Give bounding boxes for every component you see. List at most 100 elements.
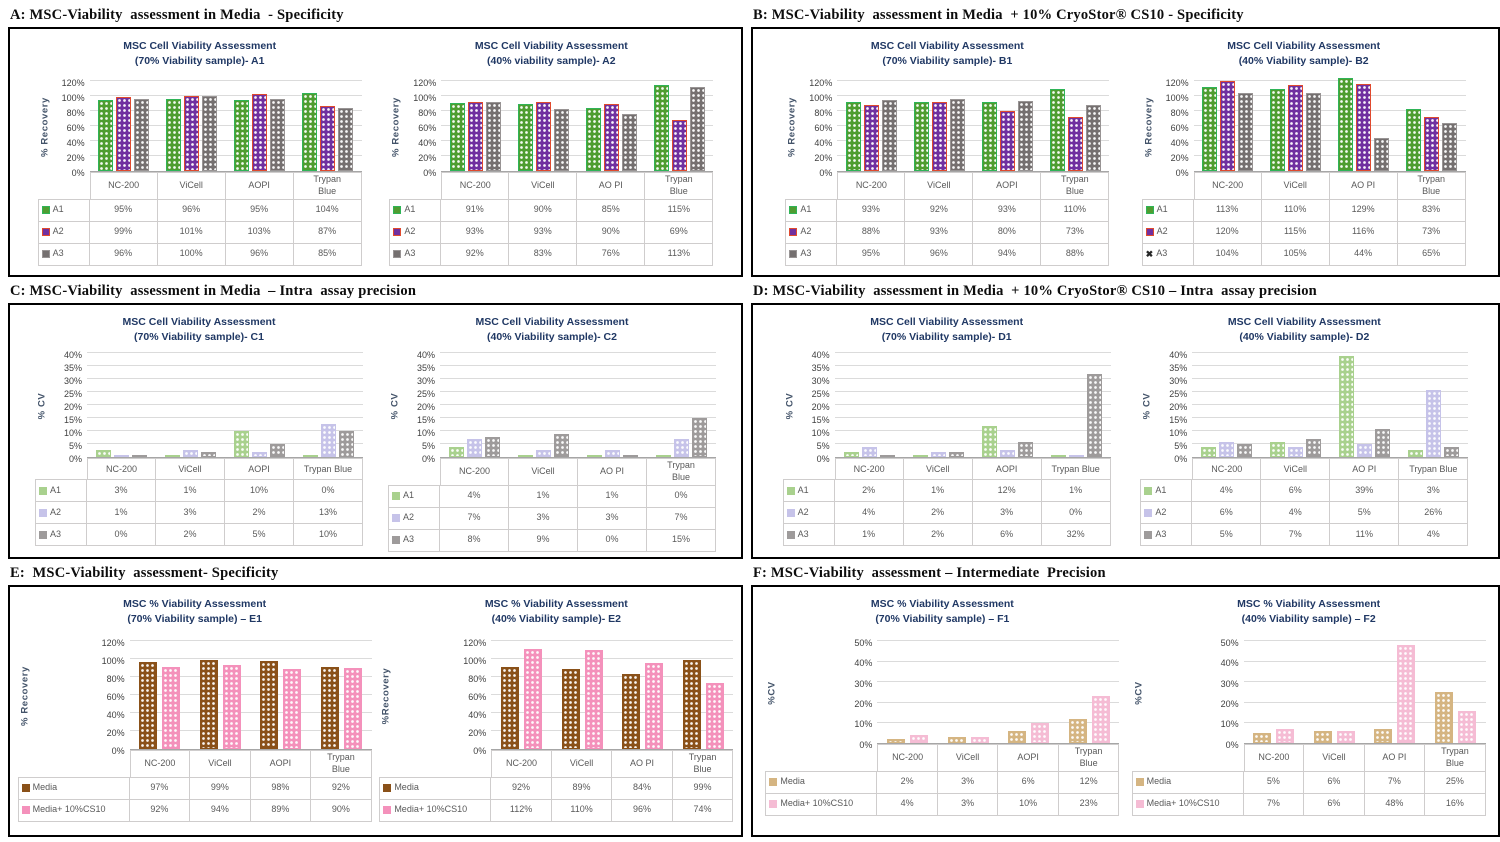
y-axis-tick-label: 35% [63, 362, 82, 373]
y-axis-tick-label: 40% [63, 349, 82, 360]
y-axis-tick-label: 10% [1220, 719, 1239, 730]
legend-cell: A3 [782, 524, 835, 547]
chart-title: MSC Cell Viability Assessment (70% Viabi… [870, 316, 1024, 343]
legend-cell: A3 [35, 524, 87, 547]
value-cell-a2-a2-0: 93% [441, 221, 510, 244]
gridline [1192, 378, 1469, 380]
bar-media-0 [887, 739, 906, 744]
gridline [1193, 125, 1466, 127]
legend-swatch-icon [786, 508, 795, 517]
bar-a3-3 [692, 418, 707, 458]
gridline [491, 712, 734, 714]
y-axis-tick-label: 120% [101, 637, 125, 648]
plot-area [1193, 78, 1466, 173]
bar-a2-1 [1288, 446, 1304, 458]
legend-cell: Media+ 10%CS10 [765, 793, 878, 816]
plot-area [87, 352, 363, 459]
category-slot [1244, 642, 1305, 744]
bar-a1-3 [303, 455, 318, 458]
category-header: Trypan Blue [1041, 172, 1110, 200]
plot-row: % Recovery 0% 20% 40% 60% 80% 100% 120% [18, 638, 372, 756]
y-axis-tick-label: 80% [66, 107, 85, 118]
gridline [1243, 640, 1486, 642]
value-cell-b2-a2-2: 116% [1329, 221, 1398, 244]
bar-a3-3 [338, 107, 354, 172]
legend-swatch-icon [786, 486, 795, 495]
y-axis-tick-label: 0% [421, 453, 435, 464]
legend-swatch-icon [41, 250, 50, 259]
y-axis-tick-label: 20% [1220, 699, 1239, 710]
y-axis-tick-label: 120% [809, 77, 833, 88]
legend-swatch-icon [769, 800, 778, 809]
table-corner [782, 458, 835, 481]
value-cell-c1-a3-0: 0% [87, 524, 156, 547]
bar-media-10-cs10-2 [1031, 722, 1050, 744]
bar-a1-0 [98, 100, 114, 172]
legend-cell: Media [765, 771, 878, 794]
chart-title: MSC % Viability Assessment (40% Viabilit… [1237, 598, 1381, 625]
legend-series-name: A2 [797, 507, 809, 518]
value-cell-b1-a2-3: 73% [1041, 221, 1110, 244]
legend-cell: Media [17, 777, 130, 800]
category-header: ViCell [509, 458, 578, 486]
gridline [491, 694, 734, 696]
category-header: AO PI [1329, 172, 1398, 200]
legend-swatch-icon [41, 206, 50, 215]
bar-a1-3 [1406, 109, 1422, 172]
legend-swatch-icon [393, 250, 402, 259]
category-header: AO PI [578, 458, 647, 486]
bar-a3-2 [1375, 428, 1391, 458]
bar-media-10-cs10-0 [1276, 729, 1295, 744]
value-cell-b2-a3-2: 44% [1329, 243, 1398, 266]
category-header: ViCell [1261, 172, 1330, 200]
category-slot [294, 354, 363, 458]
value-cell-b2-a3-1: 105% [1261, 243, 1330, 266]
legend-cell: Media+ 10%CS10 [17, 799, 130, 822]
y-axis-title-text: % CV [784, 393, 796, 420]
y-axis-title-text: %Recovery [380, 668, 392, 725]
value-cell-c1-a2-3: 13% [294, 502, 363, 525]
category-header: NC-200 [440, 458, 509, 486]
bar-a1-1 [517, 103, 533, 172]
bar-media-3 [1434, 692, 1453, 744]
category-slot [837, 82, 905, 172]
legend-series-name: A1 [52, 204, 64, 215]
y-axis-tick-label: 50% [854, 637, 873, 648]
gridline [129, 730, 372, 732]
category-slot [441, 82, 509, 172]
bar-media-10-cs10-3 [1091, 696, 1110, 744]
category-slot [1059, 642, 1120, 744]
gridline [491, 730, 734, 732]
value-cell-f1-media-10-cs10-2: 10% [998, 793, 1059, 816]
bar-media-0 [139, 662, 158, 750]
value-cell-d1-a3-1: 2% [903, 524, 973, 547]
legend-cell: A2 [37, 221, 90, 244]
table-corner [388, 458, 440, 486]
chart-title: MSC Cell Viability Assessment (40% Viabi… [1227, 316, 1381, 343]
bar-a2-3 [320, 106, 336, 172]
legend-swatch-icon [1135, 800, 1144, 809]
y-axis-tick-labels: 0% 5% 10% 15% 20% 25% 30% 35% 40% [49, 350, 87, 464]
value-cell-b1-a1-2: 93% [973, 199, 1042, 222]
gridline [440, 443, 716, 445]
legend-cell: A2 [785, 221, 838, 244]
category-header: AOPI [225, 458, 294, 481]
bar-media-10-cs10-0 [910, 735, 929, 744]
gridline [87, 430, 363, 432]
y-axis-tick-label: 20% [66, 152, 85, 163]
category-header: AOPI [973, 172, 1042, 200]
bar-a2-0 [1219, 441, 1235, 458]
value-cell-a2-a1-1: 90% [509, 199, 578, 222]
chart-e1: MSC % Viability Assessment (70% Viabilit… [17, 597, 372, 822]
value-cell-e1-media-2: 98% [250, 777, 312, 800]
category-slot [998, 642, 1059, 744]
value-cell-a1-a3-2: 96% [225, 243, 294, 266]
legend-cell: A2 [389, 221, 442, 244]
legend-cell: A2 [782, 502, 835, 525]
legend-cell: A2 [388, 507, 440, 530]
legend-cell: A3 [785, 243, 838, 266]
plot-row: %CV 0% 10% 20% 30% 40% 50% [1132, 638, 1486, 750]
gridline [877, 681, 1120, 683]
chart-d2: MSC Cell Viability Assessment (40% Viabi… [1140, 315, 1469, 547]
